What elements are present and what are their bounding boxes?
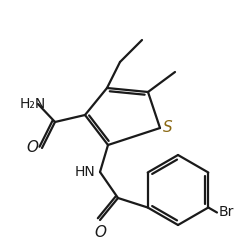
Text: O: O xyxy=(26,141,38,156)
Text: O: O xyxy=(94,225,106,240)
Text: HN: HN xyxy=(74,165,95,179)
Text: S: S xyxy=(163,121,173,136)
Text: H₂N: H₂N xyxy=(20,97,46,111)
Text: Br: Br xyxy=(219,206,234,220)
